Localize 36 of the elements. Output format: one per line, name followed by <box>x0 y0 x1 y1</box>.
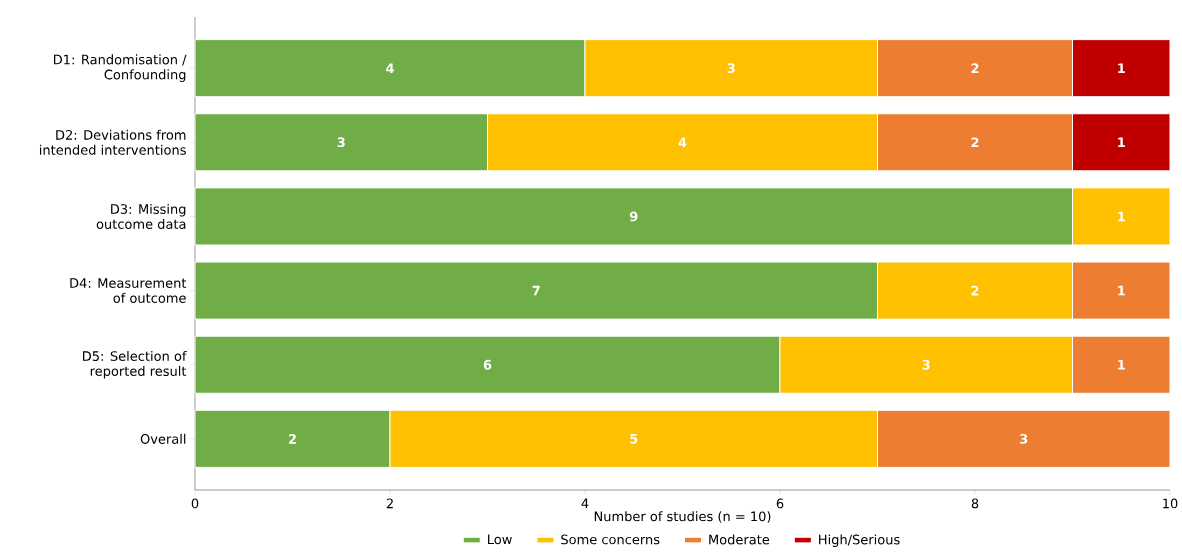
data-label: 1 <box>1118 211 1125 222</box>
data-label: 1 <box>1118 63 1125 73</box>
data-label: 7 <box>532 285 540 296</box>
data-label: 2 <box>971 63 979 73</box>
y-tick-label: D1: Randomisation / Confounding <box>54 54 187 82</box>
data-label: 3 <box>1020 433 1028 444</box>
data-label: 3 <box>922 359 930 370</box>
y-tick-label: Overall <box>140 433 186 444</box>
data-label: 4 <box>386 63 394 73</box>
x-tick-label: 10 <box>1163 498 1178 509</box>
x-tick-label: 2 <box>386 498 393 509</box>
data-label: 2 <box>971 285 979 296</box>
x-tick-label: 6 <box>776 498 784 509</box>
data-label: 2 <box>289 434 296 444</box>
x-tick-label: 0 <box>191 498 199 509</box>
y-tick-label: D2: Deviations from intended interventions <box>39 129 186 155</box>
legend-label: Moderate <box>709 534 770 545</box>
data-label: 3 <box>337 137 345 148</box>
data-label: 1 <box>1118 359 1125 370</box>
x-tick-label: 8 <box>971 498 979 509</box>
x-axis-title: Number of studies (n = 10) <box>594 511 771 523</box>
legend-label: Low <box>488 534 512 545</box>
legend-label: Some concerns <box>561 534 660 545</box>
data-label: 3 <box>727 63 735 74</box>
legend-label: High/Serious <box>819 534 900 547</box>
data-label: 6 <box>483 359 492 370</box>
data-label: 9 <box>629 211 638 222</box>
data-label: 4 <box>678 137 687 148</box>
data-label: 5 <box>630 434 638 444</box>
data-label: 1 <box>1118 285 1125 296</box>
y-tick-label: D3: Missing outcome data <box>96 203 186 229</box>
x-tick-label: 4 <box>581 498 589 508</box>
y-tick-label: D5: Selection of reported result <box>83 350 187 379</box>
data-label: 2 <box>971 137 979 148</box>
data-label: 1 <box>1118 137 1125 148</box>
y-tick-label: D4: Measurement of outcome <box>70 278 187 303</box>
